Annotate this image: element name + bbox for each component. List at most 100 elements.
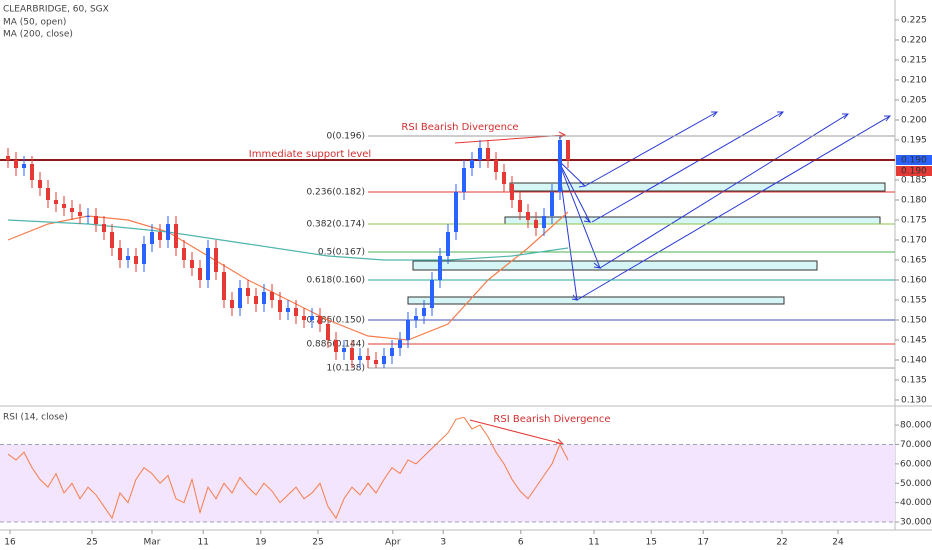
fib-label: 0.786(0.150) (306, 316, 365, 326)
x-tick-label: 25 (312, 538, 323, 548)
candle-body (230, 300, 234, 308)
rsi-y-tick-label: 80.0000 (900, 421, 932, 431)
candle-body (278, 300, 282, 312)
fib-label: 0.382(0.174) (306, 220, 365, 230)
y-tick-label: 0.135 (901, 376, 927, 386)
y-tick-label: 0.185 (901, 176, 927, 186)
candle-body (302, 316, 306, 320)
x-tick-label: Apr (385, 538, 401, 548)
candle-body (350, 348, 354, 360)
candle-body (46, 188, 50, 200)
candle-body (70, 208, 74, 212)
support-label: Immediate support level (249, 149, 371, 160)
candle-body (502, 172, 506, 184)
candle-body (310, 316, 314, 320)
candle-body (518, 200, 522, 212)
moving-average-line (7, 219, 569, 261)
candle-body (406, 320, 410, 340)
candle-body (494, 160, 498, 172)
candle-body (86, 216, 90, 217)
candle-body (374, 360, 378, 364)
candle-body (222, 272, 226, 300)
rsi-line (7, 416, 569, 520)
zone-box (412, 260, 818, 271)
candle-body (118, 248, 122, 260)
rsi-y-tick-label: 60.0000 (900, 459, 932, 469)
zone-box (407, 296, 785, 305)
fib-label: 0.618(0.160) (306, 276, 365, 286)
arrow (576, 111, 891, 301)
x-tick-label: 15 (645, 538, 656, 548)
y-tick-label: 0.130 (901, 396, 927, 406)
y-tick-label: 0.150 (901, 316, 927, 326)
y-tick-label: 0.225 (901, 16, 927, 26)
candle-body (470, 160, 474, 168)
arrow (557, 159, 601, 301)
projection-arrows (557, 111, 892, 301)
rsi-y-tick-label: 40.0000 (900, 498, 932, 508)
y-tick-label: 0.140 (901, 356, 927, 366)
candle-body (110, 232, 114, 248)
y-tick-label: 0.160 (901, 276, 927, 286)
candle-body (102, 224, 106, 232)
candle-body (14, 160, 18, 168)
x-tick-label: Mar (144, 538, 161, 548)
candle-body (246, 288, 250, 296)
x-tick-label: 19 (255, 538, 267, 548)
candle-body (78, 212, 82, 216)
candle-body (150, 232, 154, 244)
y-tick-label: 0.220 (901, 36, 927, 46)
annotation: RSI Bearish Divergence (401, 122, 518, 133)
candle-body (270, 292, 274, 300)
arrow-head (711, 111, 892, 122)
candle-body (190, 260, 194, 268)
candle-body (174, 224, 178, 248)
zone-box (509, 182, 886, 192)
x-tick-label: 16 (4, 538, 16, 548)
candle-body (366, 356, 370, 360)
price-label-box (896, 155, 932, 165)
candle-body (38, 180, 42, 188)
rsi-y-tick-label: 30.0000 (900, 518, 932, 528)
x-tick-label: 17 (697, 538, 708, 548)
candle-body (566, 140, 570, 160)
y-tick-label: 0.180 (901, 196, 927, 206)
fib-label: 1(0.138) (326, 364, 365, 374)
candle-body (398, 340, 402, 348)
candle-body (510, 184, 514, 200)
candle-body (318, 316, 322, 324)
y-tick-label: 0.200 (901, 116, 927, 126)
candle-body (430, 280, 434, 308)
legend-entry: MA (200, close) (3, 30, 73, 40)
price-label-box (896, 166, 932, 176)
candle-body (198, 268, 202, 280)
candle-body (262, 292, 266, 304)
x-tick-label: 11 (588, 538, 599, 548)
candle-body (334, 340, 338, 352)
candle-body (462, 168, 466, 192)
rsi-band (0, 444, 895, 523)
y-tick-label: 0.155 (901, 296, 927, 306)
fib-label: 0.236(0.182) (306, 188, 365, 198)
candle-body (166, 224, 170, 240)
candle-body (422, 308, 426, 316)
candle-body (30, 164, 34, 180)
y-tick-label: 0.145 (901, 336, 927, 346)
fib-label: 0.5(0.167) (318, 248, 365, 258)
candle-body (534, 220, 538, 228)
legend-entry: MA (50, open) (3, 18, 66, 28)
candle-body (438, 256, 442, 280)
candle-body (558, 140, 562, 192)
candle-body (542, 216, 546, 228)
y-tick-label: 0.215 (901, 56, 927, 66)
candle-body (486, 148, 490, 160)
candle-body (294, 308, 298, 316)
rsi-y-tick-label: 70.0000 (900, 440, 932, 450)
price-label: 0.190 (901, 167, 927, 177)
y-tick-label: 0.210 (901, 76, 927, 86)
candle-body (62, 204, 66, 208)
candle-body (214, 248, 218, 272)
x-tick-label: 11 (197, 538, 208, 548)
candle-body (6, 156, 10, 160)
